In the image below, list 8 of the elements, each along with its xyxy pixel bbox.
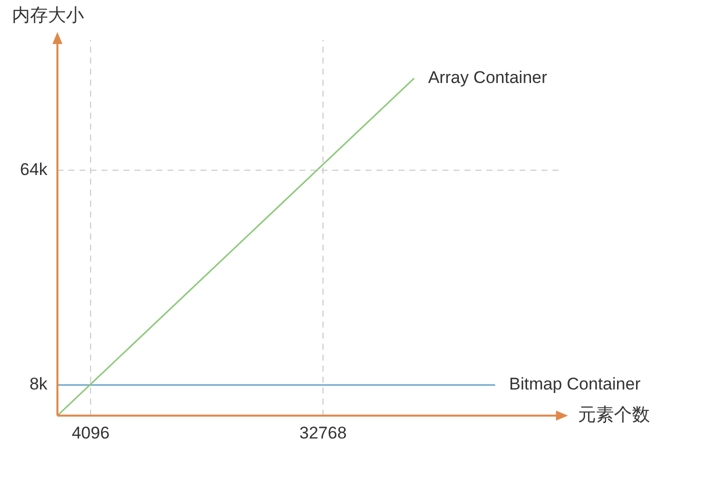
x-tick-label: 4096 bbox=[72, 423, 110, 442]
series-label: Bitmap Container bbox=[509, 374, 641, 394]
y-tick-label: 8k bbox=[29, 374, 48, 394]
y-tick-label: 64k bbox=[20, 160, 48, 179]
y-axis-title: 内存大小 bbox=[12, 4, 84, 25]
x-tick-label: 32768 bbox=[299, 423, 347, 442]
x-axis-title: 元素个数 bbox=[578, 404, 650, 425]
series-label: Array Container bbox=[428, 68, 548, 88]
